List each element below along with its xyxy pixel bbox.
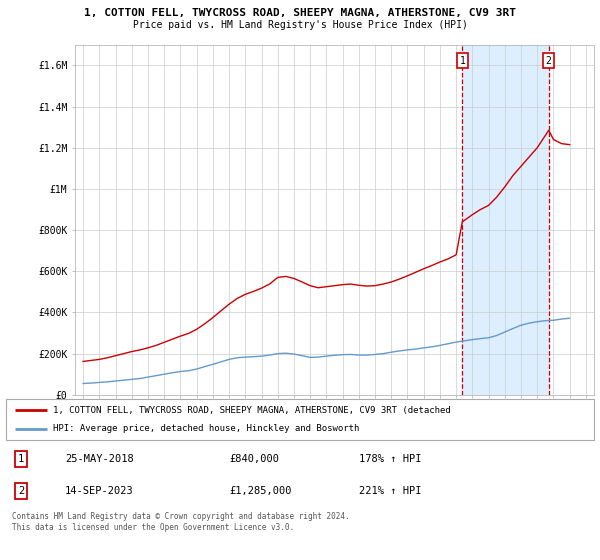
Text: Contains HM Land Registry data © Crown copyright and database right 2024.
This d: Contains HM Land Registry data © Crown c…	[12, 512, 350, 532]
Text: 2: 2	[18, 486, 24, 496]
Text: HPI: Average price, detached house, Hinckley and Bosworth: HPI: Average price, detached house, Hinc…	[53, 424, 359, 433]
Text: 1: 1	[18, 454, 24, 464]
Text: 2: 2	[546, 55, 551, 66]
Text: 221% ↑ HPI: 221% ↑ HPI	[359, 486, 421, 496]
Text: 178% ↑ HPI: 178% ↑ HPI	[359, 454, 421, 464]
Bar	[463, 45, 549, 395]
Text: £840,000: £840,000	[229, 454, 280, 464]
Text: 1, COTTON FELL, TWYCROSS ROAD, SHEEPY MAGNA, ATHERSTONE, CV9 3RT: 1, COTTON FELL, TWYCROSS ROAD, SHEEPY MA…	[84, 8, 516, 18]
Text: 1: 1	[460, 55, 465, 66]
Text: £1,285,000: £1,285,000	[229, 486, 292, 496]
Text: 1, COTTON FELL, TWYCROSS ROAD, SHEEPY MAGNA, ATHERSTONE, CV9 3RT (detached: 1, COTTON FELL, TWYCROSS ROAD, SHEEPY MA…	[53, 405, 451, 414]
Text: Price paid vs. HM Land Registry's House Price Index (HPI): Price paid vs. HM Land Registry's House …	[133, 20, 467, 30]
Text: 14-SEP-2023: 14-SEP-2023	[65, 486, 134, 496]
Text: 25-MAY-2018: 25-MAY-2018	[65, 454, 134, 464]
